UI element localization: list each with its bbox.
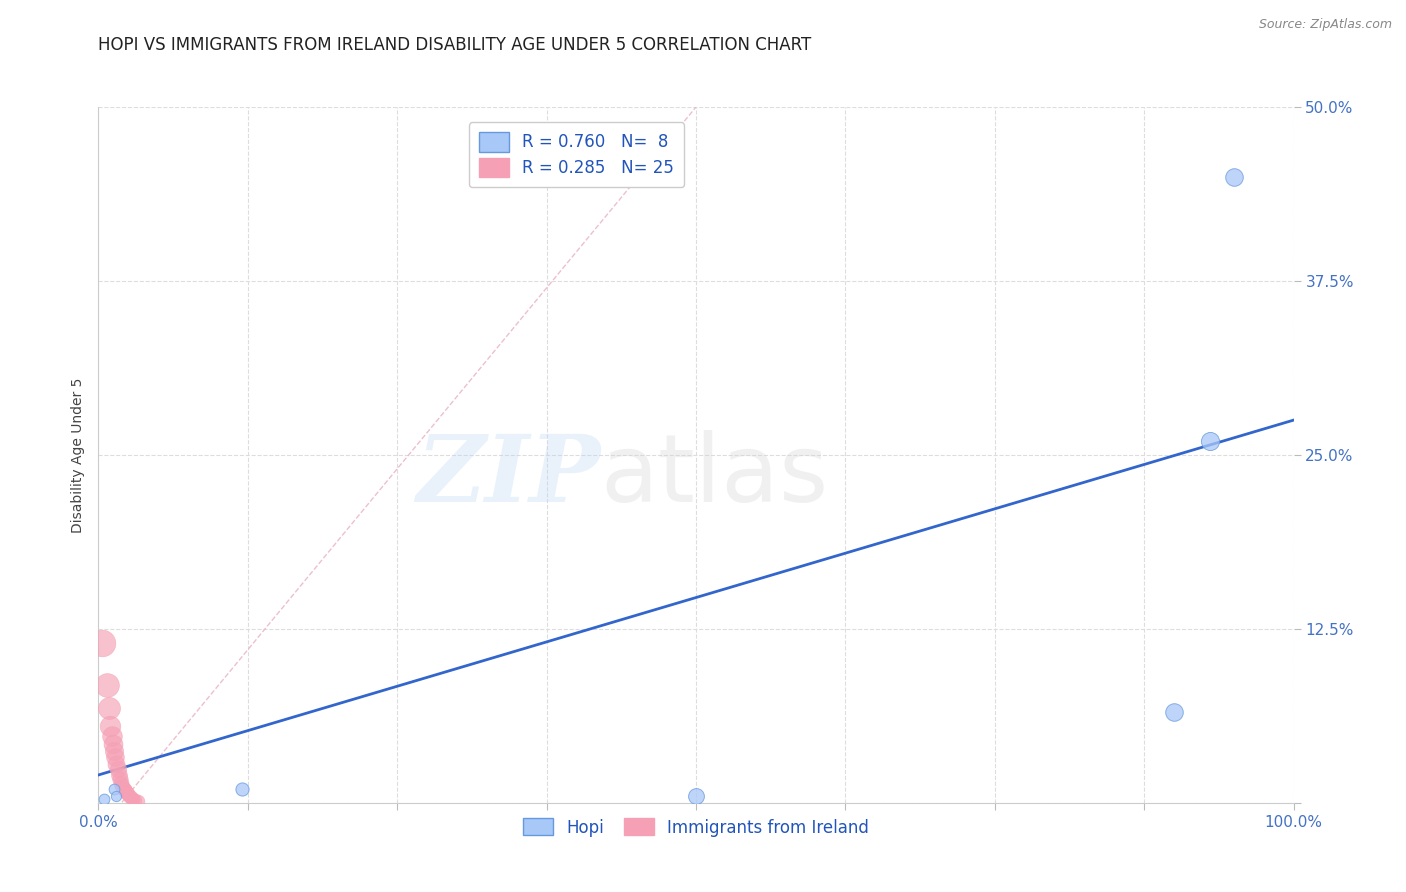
Point <box>117 788 139 802</box>
Point <box>231 781 253 796</box>
Point <box>124 793 146 807</box>
Point <box>100 729 122 743</box>
Legend: Hopi, Immigrants from Ireland: Hopi, Immigrants from Ireland <box>516 812 876 843</box>
Point <box>114 783 136 797</box>
Point <box>103 744 125 758</box>
Point <box>1199 434 1222 448</box>
Point <box>115 786 138 800</box>
Text: ZIP: ZIP <box>416 431 600 521</box>
Point <box>101 737 124 751</box>
Point <box>127 794 149 808</box>
Point <box>104 750 127 764</box>
Point <box>105 756 128 771</box>
Point <box>108 772 131 786</box>
Point <box>685 789 707 803</box>
Point <box>105 789 128 803</box>
Point <box>98 701 121 715</box>
Point <box>1223 169 1246 184</box>
Point <box>110 776 132 790</box>
Point <box>98 719 122 733</box>
Text: Source: ZipAtlas.com: Source: ZipAtlas.com <box>1258 18 1392 31</box>
Point <box>103 781 125 796</box>
Point <box>111 779 134 793</box>
Point <box>112 781 135 796</box>
Point <box>120 790 142 805</box>
Point <box>96 677 118 691</box>
Point <box>91 636 114 650</box>
Point <box>115 785 138 799</box>
Text: atlas: atlas <box>600 430 828 522</box>
Point <box>122 792 145 806</box>
Text: HOPI VS IMMIGRANTS FROM IRELAND DISABILITY AGE UNDER 5 CORRELATION CHART: HOPI VS IMMIGRANTS FROM IRELAND DISABILI… <box>98 36 811 54</box>
Point <box>93 791 115 805</box>
Point <box>107 763 129 777</box>
Point <box>1163 706 1185 720</box>
Point <box>118 789 141 803</box>
Point <box>107 768 129 782</box>
Y-axis label: Disability Age Under 5: Disability Age Under 5 <box>70 377 84 533</box>
Point <box>121 791 143 805</box>
